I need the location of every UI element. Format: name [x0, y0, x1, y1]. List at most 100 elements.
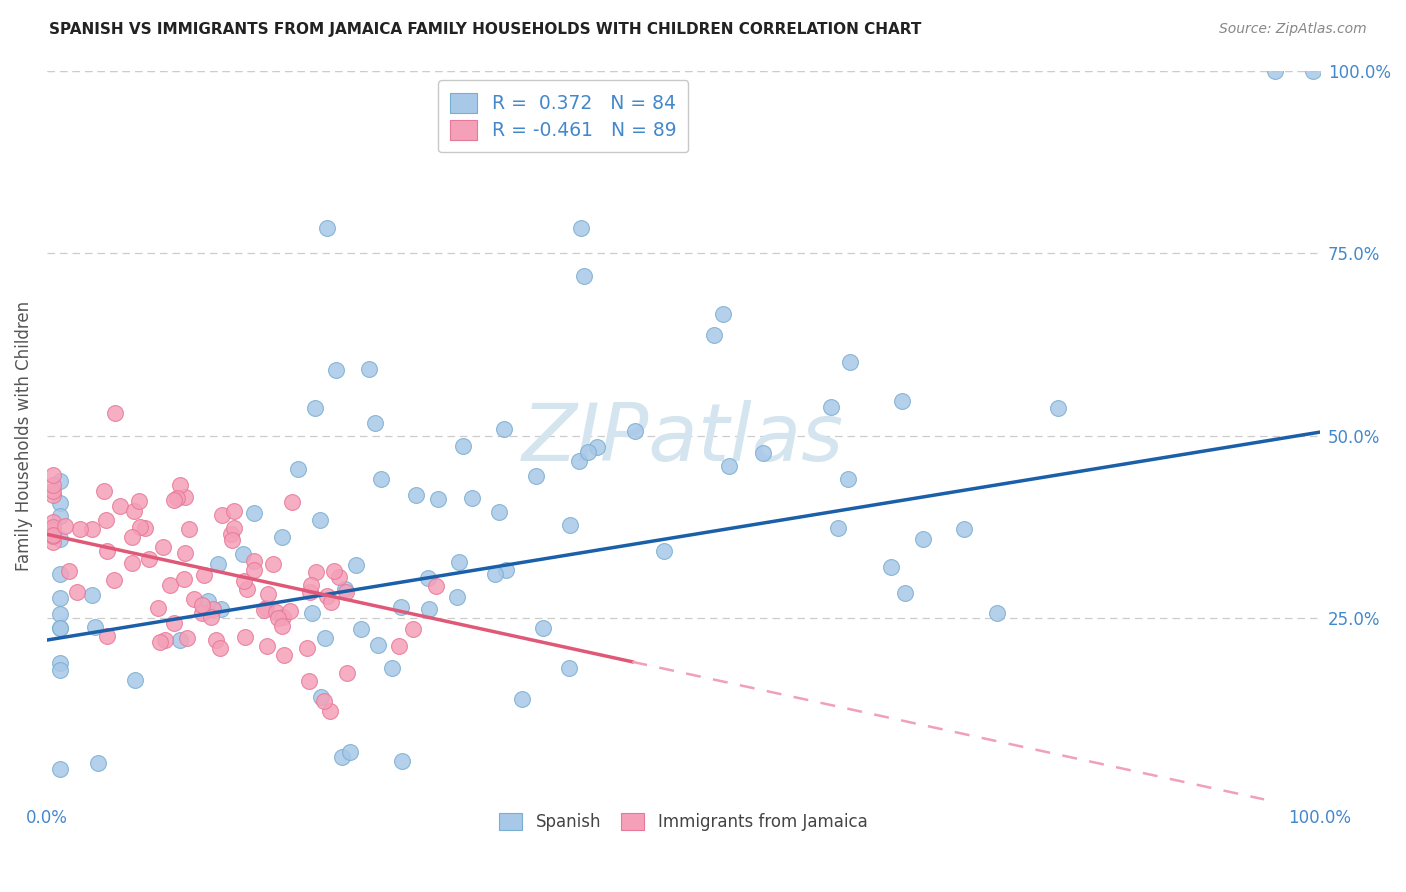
Text: Source: ZipAtlas.com: Source: ZipAtlas.com — [1219, 22, 1367, 37]
Point — [576, 444, 599, 458]
Point — [124, 673, 146, 687]
Point — [155, 633, 177, 648]
Point — [319, 705, 342, 719]
Point — [262, 557, 284, 571]
Point — [48, 509, 70, 524]
Point — [138, 552, 160, 566]
Point — [301, 606, 323, 620]
Point — [221, 533, 243, 548]
Point — [322, 565, 344, 579]
Point — [200, 610, 222, 624]
Point — [48, 762, 70, 776]
Point — [233, 630, 256, 644]
Point — [253, 603, 276, 617]
Point — [510, 692, 533, 706]
Legend: Spanish, Immigrants from Jamaica: Spanish, Immigrants from Jamaica — [491, 805, 876, 839]
Point — [87, 756, 110, 770]
Point — [236, 582, 259, 597]
Point — [494, 422, 516, 436]
Point — [344, 558, 367, 572]
Point — [287, 461, 309, 475]
Point — [209, 640, 232, 655]
Point — [121, 530, 143, 544]
Point — [243, 563, 266, 577]
Point — [205, 632, 228, 647]
Point — [328, 570, 350, 584]
Point — [623, 424, 645, 438]
Point — [94, 513, 117, 527]
Point — [820, 401, 842, 415]
Point — [1302, 64, 1324, 78]
Point — [42, 483, 65, 498]
Point — [418, 602, 440, 616]
Point — [333, 582, 356, 596]
Point — [426, 491, 449, 506]
Point — [461, 491, 484, 505]
Point — [96, 629, 118, 643]
Point — [152, 540, 174, 554]
Point — [364, 416, 387, 430]
Point — [197, 593, 219, 607]
Text: SPANISH VS IMMIGRANTS FROM JAMAICA FAMILY HOUSEHOLDS WITH CHILDREN CORRELATION C: SPANISH VS IMMIGRANTS FROM JAMAICA FAMIL… — [49, 22, 921, 37]
Point — [495, 563, 517, 577]
Point — [211, 508, 233, 523]
Point — [316, 589, 339, 603]
Point — [359, 361, 381, 376]
Point — [48, 474, 70, 488]
Point — [405, 487, 427, 501]
Point — [209, 601, 232, 615]
Point — [96, 544, 118, 558]
Point — [148, 600, 170, 615]
Point — [48, 591, 70, 605]
Text: ZIPatlas: ZIPatlas — [522, 401, 845, 478]
Point — [912, 532, 935, 546]
Point — [162, 492, 184, 507]
Point — [273, 648, 295, 662]
Point — [169, 632, 191, 647]
Point — [339, 745, 361, 759]
Point — [264, 605, 287, 619]
Point — [42, 535, 65, 549]
Point — [48, 621, 70, 635]
Point — [335, 584, 357, 599]
Point — [42, 516, 65, 530]
Point — [531, 621, 554, 635]
Point — [330, 750, 353, 764]
Point — [93, 483, 115, 498]
Point — [169, 478, 191, 492]
Point — [129, 519, 152, 533]
Point — [58, 565, 80, 579]
Point — [827, 521, 849, 535]
Point — [201, 602, 224, 616]
Point — [273, 609, 295, 624]
Point — [560, 517, 582, 532]
Point — [42, 467, 65, 482]
Point — [271, 619, 294, 633]
Point — [256, 640, 278, 654]
Point — [312, 694, 335, 708]
Point — [80, 588, 103, 602]
Point — [367, 638, 389, 652]
Point — [66, 585, 89, 599]
Point — [953, 522, 976, 536]
Point — [42, 488, 65, 502]
Point — [53, 518, 76, 533]
Point — [103, 574, 125, 588]
Point — [254, 601, 277, 615]
Point — [1047, 401, 1070, 416]
Point — [219, 526, 242, 541]
Point — [524, 468, 547, 483]
Point — [453, 439, 475, 453]
Point — [222, 504, 245, 518]
Point — [174, 546, 197, 560]
Point — [149, 634, 172, 648]
Point — [173, 490, 195, 504]
Point — [232, 547, 254, 561]
Point — [350, 622, 373, 636]
Point — [891, 393, 914, 408]
Point — [402, 622, 425, 636]
Point — [572, 269, 595, 284]
Point — [488, 504, 510, 518]
Point — [446, 591, 468, 605]
Point — [207, 557, 229, 571]
